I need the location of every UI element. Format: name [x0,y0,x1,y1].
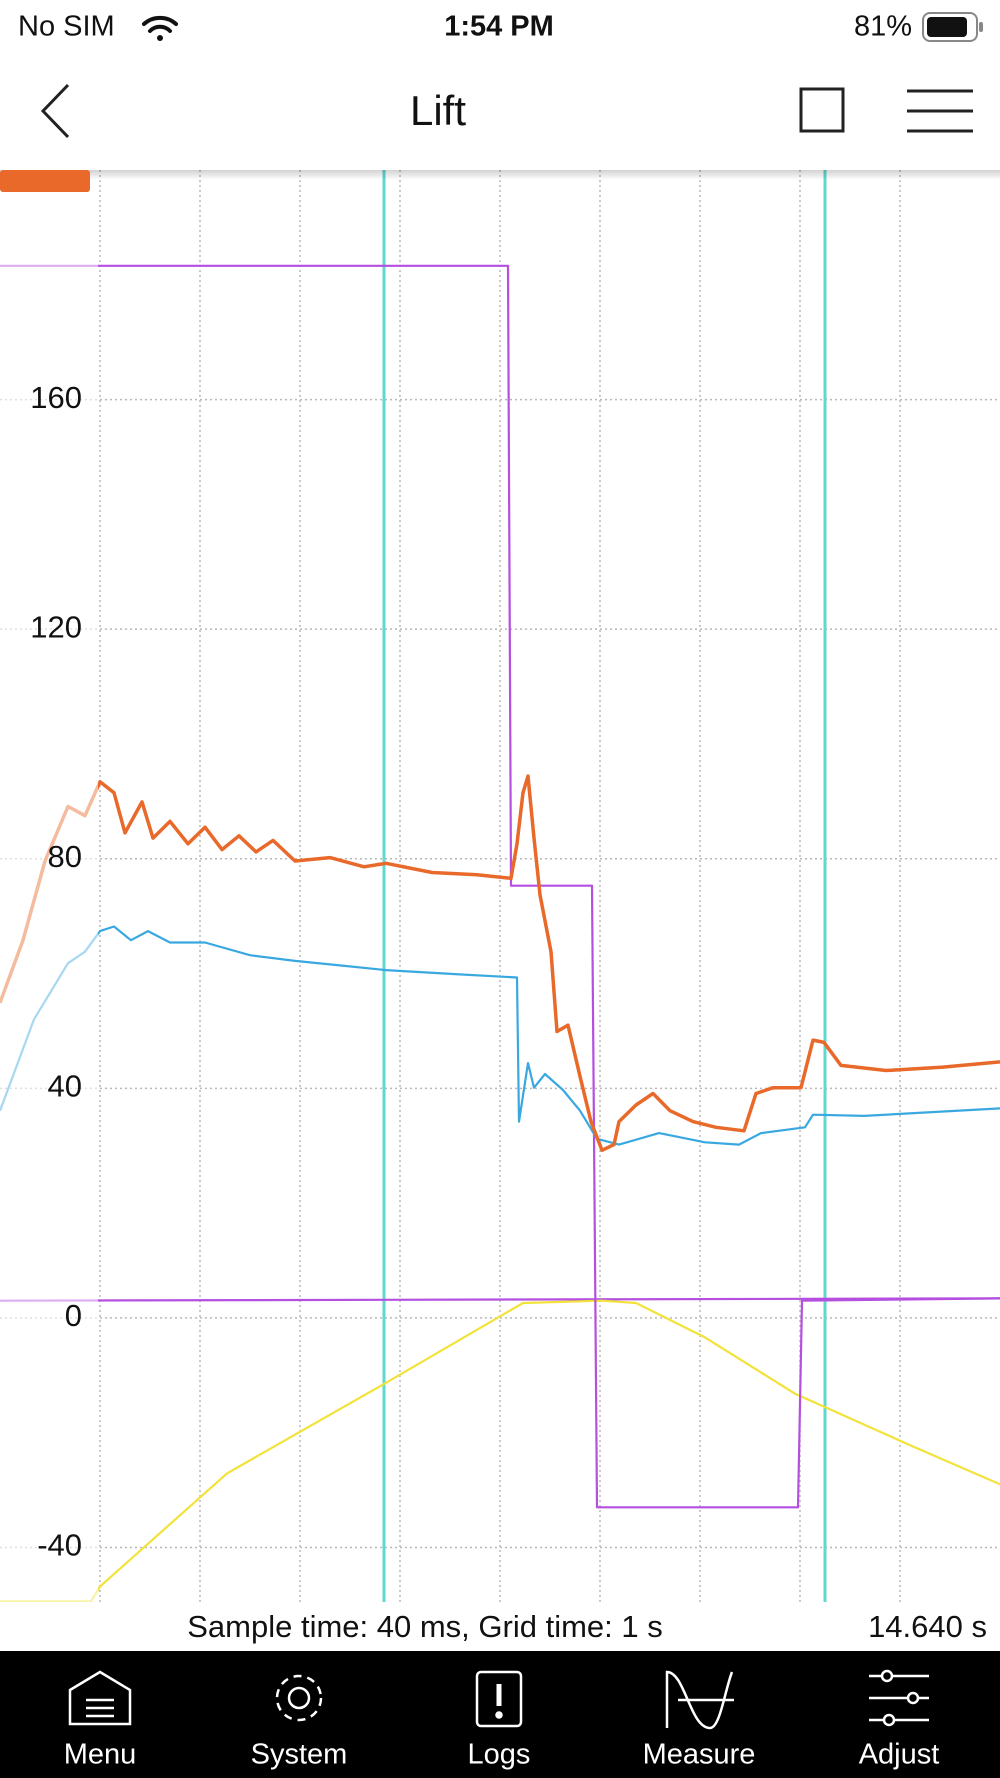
marker-tab[interactable] [0,170,90,192]
carrier: No SIM [18,11,115,43]
system-icon[interactable] [275,1674,323,1722]
series-line [0,1299,1000,1602]
y-tick-label: 160 [30,380,82,415]
logs-icon[interactable] [475,1670,523,1728]
elapsed-time: 14.640 s [868,1609,987,1644]
tab-label[interactable]: Measure [643,1739,756,1771]
y-tick-label: 40 [48,1069,82,1104]
nav-title: Lift [410,87,466,134]
y-tick-label: -40 [37,1528,82,1563]
series-line [0,925,1000,1146]
fullscreen-button[interactable] [799,87,845,133]
tab-icons [68,1669,929,1730]
series-line [0,264,1000,1509]
tab-label[interactable]: Adjust [859,1739,940,1771]
tab-labels: Menu System Logs Measure Adjust [64,1739,940,1771]
battery-percent: 81% [854,11,912,43]
measure-icon[interactable] [665,1670,734,1730]
series-line [0,1297,1000,1302]
series-line [0,774,1000,1153]
y-axis: 160 120 80 40 0 -40 [30,380,82,1563]
plot-area [0,170,1000,1602]
sample-info: Sample time: 40 ms, Grid time: 1 s [187,1609,662,1644]
tab-label[interactable]: Logs [468,1739,531,1771]
tab-label[interactable]: System [251,1739,348,1771]
nav-shadow [0,170,1000,180]
y-tick-label: 120 [30,609,82,644]
wifi-icon [142,15,178,41]
y-tick-label: 0 [65,1298,82,1333]
clock: 1:54 PM [444,11,554,43]
y-tick-label: 80 [48,839,82,874]
history-fade [0,170,98,1602]
tab-label[interactable]: Menu [64,1739,137,1771]
menu-button[interactable] [907,89,973,133]
menu-icon[interactable] [68,1670,132,1726]
battery-icon [922,12,983,42]
back-button[interactable] [40,83,70,139]
adjust-icon[interactable] [869,1669,929,1727]
